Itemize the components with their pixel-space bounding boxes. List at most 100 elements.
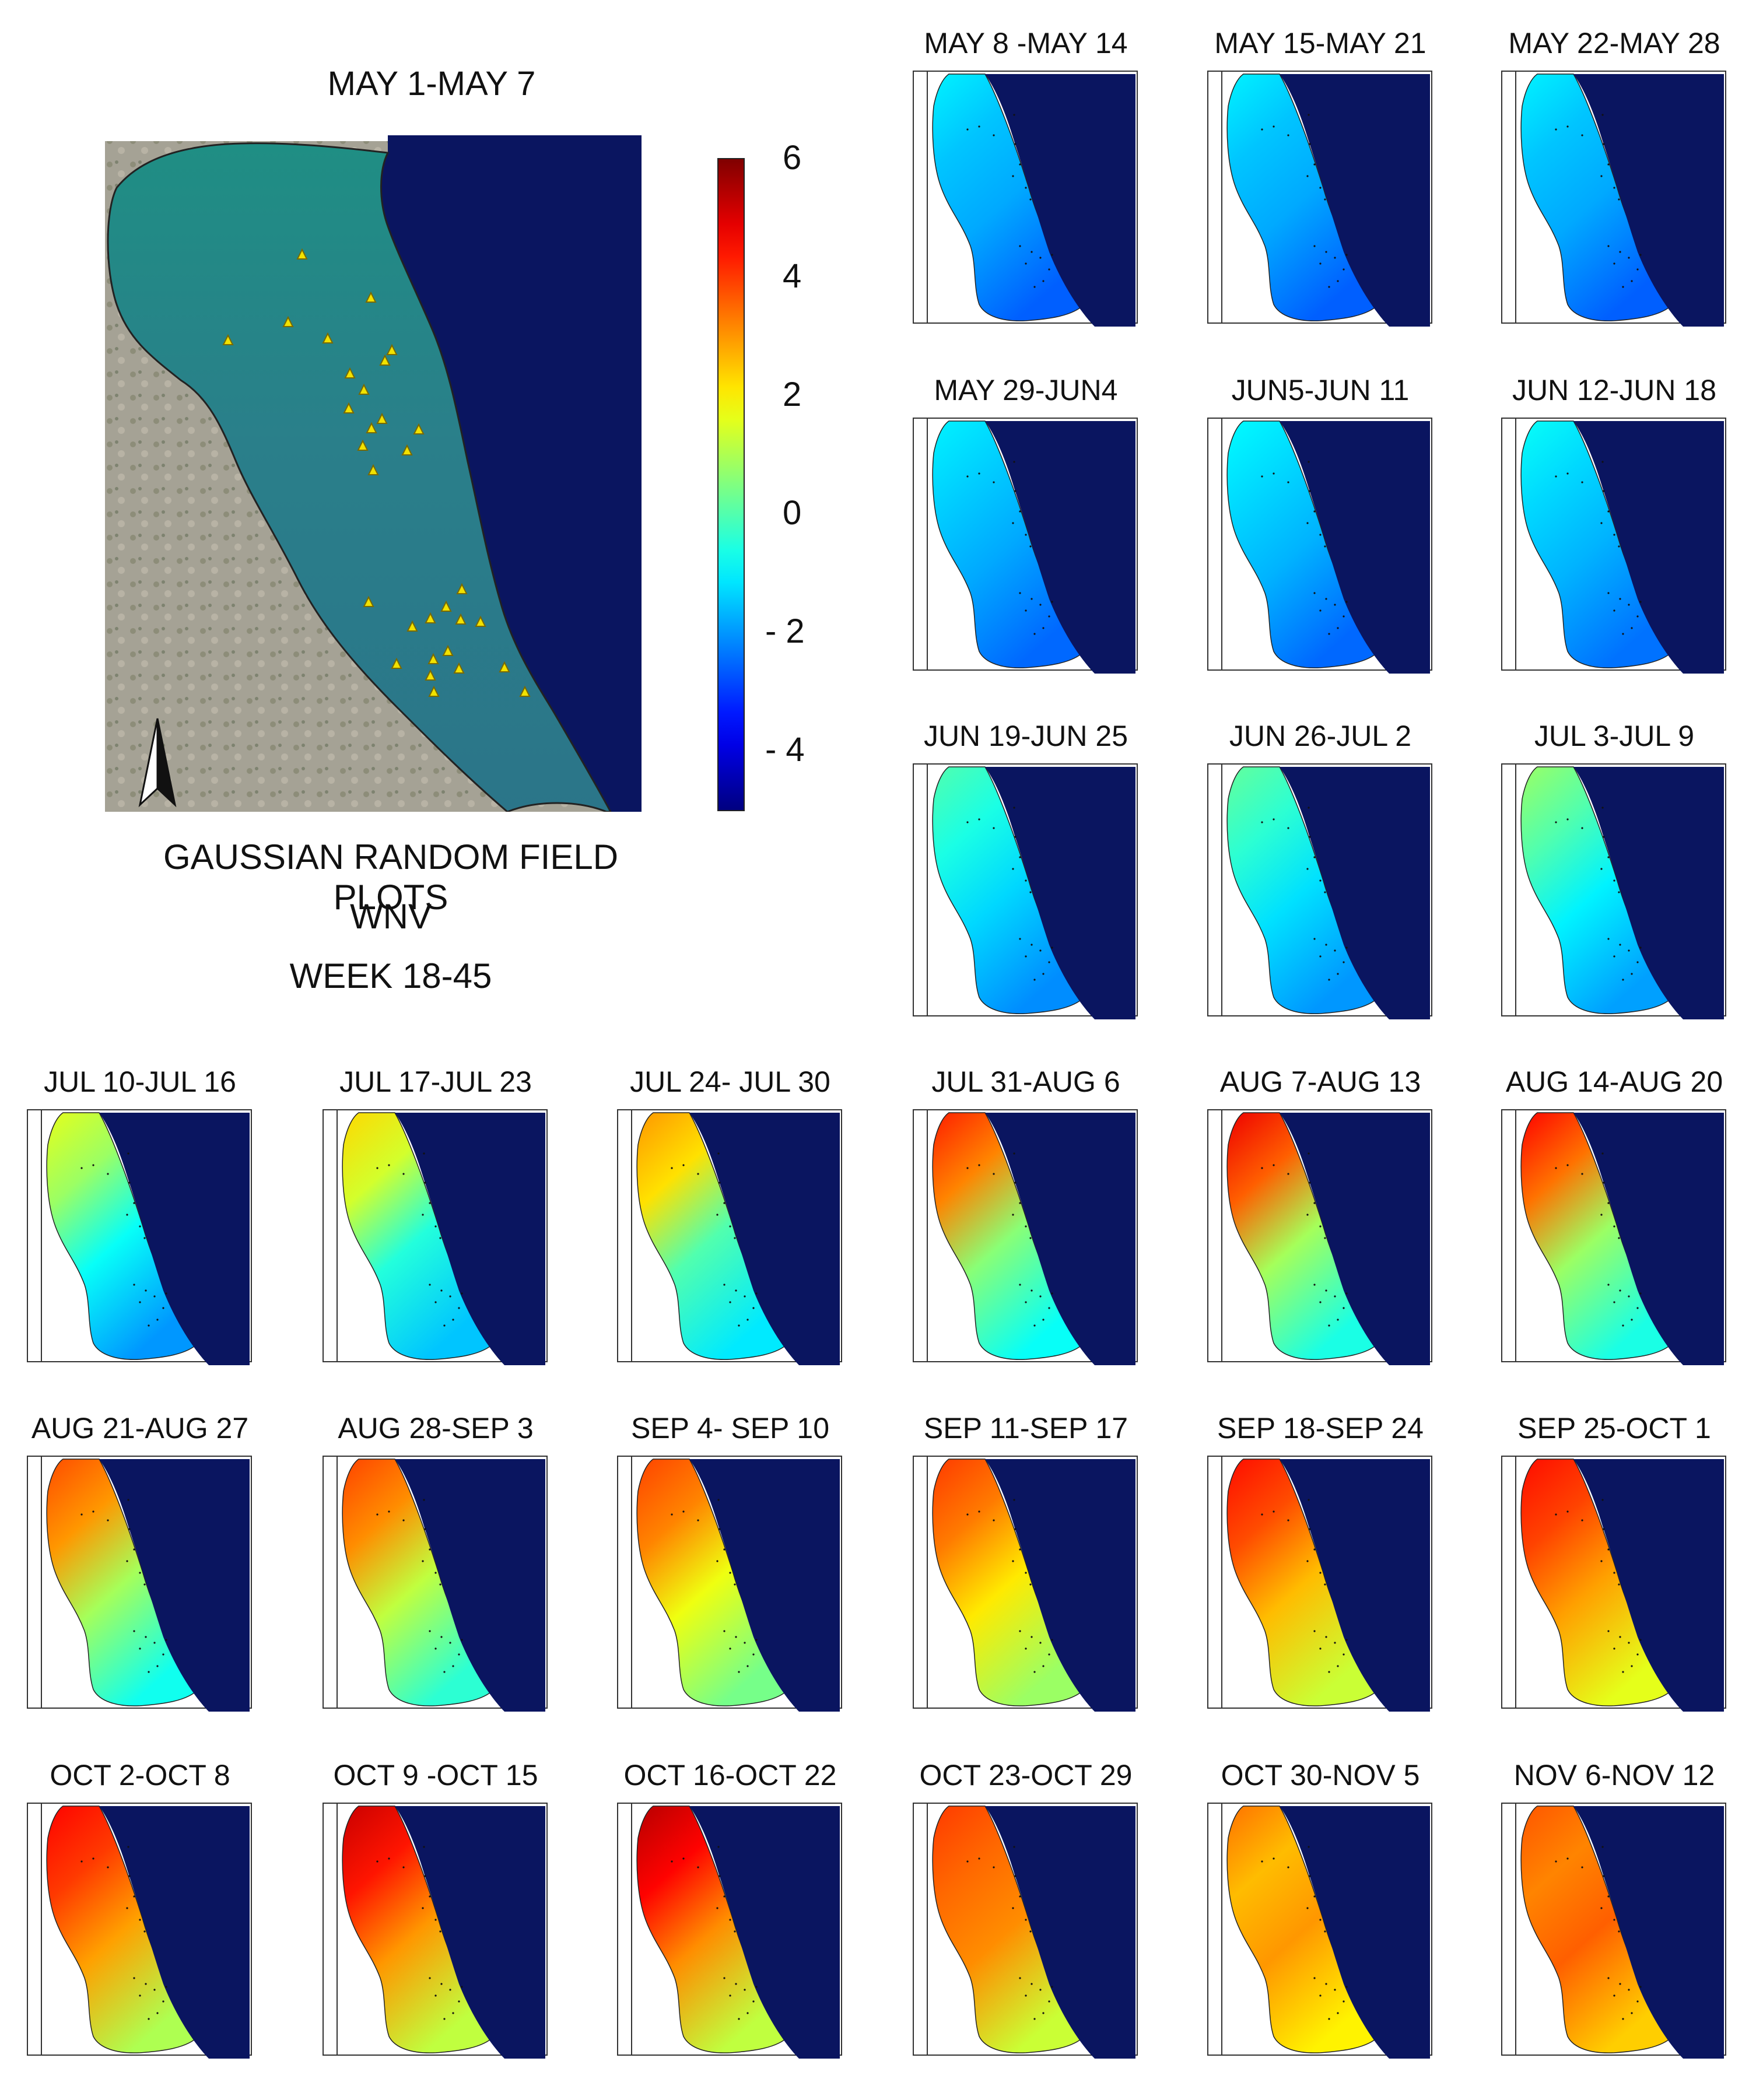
trap-point — [978, 472, 980, 475]
trap-point — [153, 1642, 156, 1644]
trap-point — [133, 1977, 135, 1979]
trap-point — [1308, 1152, 1310, 1155]
trap-point — [1636, 268, 1639, 271]
trap-point — [1025, 534, 1027, 536]
trap-point — [1273, 818, 1275, 821]
trap-point — [1031, 1289, 1033, 1292]
trap-point — [717, 1152, 720, 1155]
trap-point — [92, 1857, 94, 1860]
trap-point — [1619, 598, 1621, 600]
trap-point — [1636, 1653, 1639, 1656]
trap-point — [434, 1647, 437, 1650]
trap-point — [1306, 1907, 1309, 1909]
trap-point — [1313, 1895, 1316, 1898]
trap-point — [993, 1519, 995, 1521]
gaussian-field — [1520, 766, 1673, 1014]
trap-point — [1048, 961, 1050, 963]
trap-point — [717, 1846, 720, 1848]
trap-point — [978, 818, 980, 821]
panel-week-22: MAY 29-JUN4 — [912, 373, 1140, 676]
trap-point — [1019, 938, 1021, 940]
trap-point — [1319, 1301, 1322, 1303]
trap-point — [165, 1292, 167, 1295]
panel-map — [617, 1109, 842, 1365]
trap-point — [718, 1875, 721, 1877]
trap-point — [1273, 472, 1275, 475]
sea-area — [395, 1806, 545, 2059]
trap-point — [1618, 1237, 1620, 1239]
trap-point — [434, 1572, 437, 1574]
panel-title: SEP 4- SEP 10 — [630, 1412, 830, 1445]
trap-point — [1566, 1164, 1569, 1166]
trap-point — [80, 1860, 83, 1863]
trap-point — [1622, 1671, 1624, 1673]
trap-point — [458, 1653, 460, 1656]
colorbar-tick-label: - 2 — [765, 612, 805, 650]
trap-point — [1014, 1528, 1017, 1530]
trap-point — [1328, 2018, 1330, 2020]
trap-point — [1343, 1307, 1345, 1309]
colorbar-gradient — [718, 159, 744, 810]
sea-area — [1280, 1113, 1430, 1365]
trap-point — [127, 1152, 129, 1155]
trap-point — [1607, 510, 1610, 513]
colorbar-tick-label: 6 — [783, 139, 802, 177]
trap-point — [1607, 592, 1610, 594]
panel-title: OCT 16-OCT 22 — [623, 1759, 837, 1792]
sea-area — [1573, 1459, 1724, 1712]
trap-point — [434, 1919, 437, 1921]
trap-point — [1613, 609, 1615, 612]
colorbar — [717, 158, 745, 811]
trap-point — [1048, 2000, 1050, 2003]
trap-point — [1334, 1642, 1336, 1644]
trap-point — [1603, 836, 1605, 838]
sea-area — [1573, 74, 1724, 327]
trap-point — [1636, 961, 1639, 963]
trap-point — [735, 1289, 737, 1292]
sea-area — [395, 1459, 545, 1712]
trap-point — [993, 1866, 995, 1868]
trap-point — [1019, 245, 1021, 247]
trap-point — [1639, 601, 1642, 603]
caption-line-1: GAUSSIAN RANDOM FIELD PLOTS — [163, 837, 619, 917]
sea-area — [1573, 421, 1724, 674]
trap-point — [1039, 1989, 1042, 1991]
trap-point — [440, 1289, 443, 1292]
trap-point — [133, 1895, 135, 1898]
sea-area — [985, 1459, 1135, 1712]
sea-area — [689, 1113, 840, 1365]
trap-point — [1334, 1295, 1336, 1298]
triangle-icon — [363, 595, 374, 607]
trap-point — [735, 1983, 737, 1985]
sea-area — [985, 421, 1135, 674]
trap-point — [1025, 609, 1027, 612]
trap-point — [1306, 868, 1309, 870]
triangle-icon — [376, 412, 388, 424]
panel-map — [1501, 763, 1726, 1019]
trap-point — [1639, 1639, 1642, 1641]
trap-point — [376, 1513, 378, 1516]
trap-point — [1319, 187, 1322, 189]
trap-point — [1581, 827, 1583, 829]
sea-area — [985, 74, 1135, 327]
trap-point — [744, 1989, 746, 1991]
triangle-icon — [425, 612, 436, 623]
trap-point — [1600, 175, 1603, 177]
trap-point — [1613, 879, 1615, 882]
trap-point — [1607, 1630, 1610, 1632]
trap-point — [429, 1977, 431, 1979]
trap-point — [1622, 633, 1624, 635]
trap-point — [1600, 1907, 1603, 1909]
trap-point — [1613, 1647, 1615, 1650]
trap-point — [1555, 475, 1557, 478]
trap-point — [424, 1182, 426, 1184]
trap-point — [738, 2018, 740, 2020]
trap-point — [966, 1513, 969, 1516]
gaussian-field — [932, 1459, 1085, 1706]
trap-point — [1019, 510, 1021, 513]
trap-point — [1619, 944, 1621, 946]
trap-point — [723, 1977, 725, 1979]
trap-point — [1328, 1671, 1330, 1673]
triangle-icon — [428, 685, 440, 697]
panel-title: AUG 14-AUG 20 — [1505, 1065, 1723, 1098]
